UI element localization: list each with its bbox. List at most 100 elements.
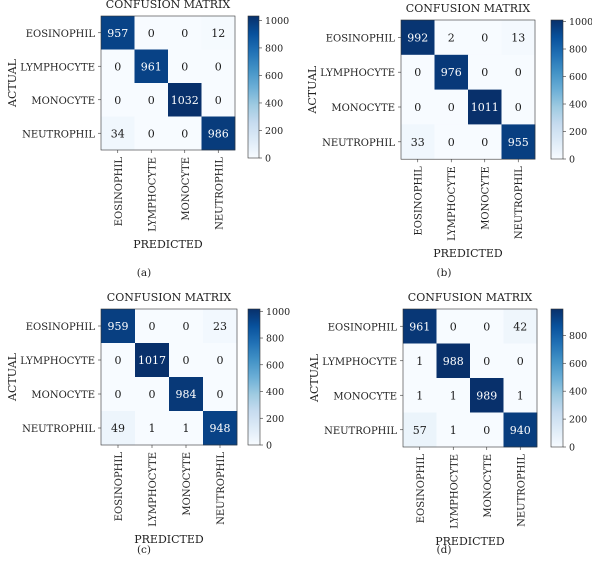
colorbar-tick-label: 0 [569, 443, 575, 454]
cell-value-label: 1 [416, 389, 423, 402]
x-tick-label: EOSINOPHIL [414, 166, 425, 236]
y-axis-label: ACTUAL [308, 353, 321, 403]
cell-value-label: 959 [108, 320, 129, 333]
heatmap-cell [468, 89, 502, 125]
heatmap-cell [168, 49, 202, 84]
y-tick-label: MONOCYTE [331, 103, 395, 114]
heatmap-cell [101, 343, 136, 378]
cell-value-label: 0 [483, 355, 490, 368]
heatmap-cell [401, 20, 435, 56]
cell-value-label: 0 [517, 355, 524, 368]
colorbar-tick-label: 0 [266, 441, 272, 452]
cell-value-label: 0 [114, 60, 121, 73]
cell-value-label: 955 [508, 136, 529, 149]
heatmap-cell [168, 16, 202, 50]
heatmap-cell [203, 343, 238, 378]
cell-value-label: 0 [448, 101, 455, 114]
y-axis-label: ACTUAL [6, 58, 19, 108]
cell-value-label: 2 [448, 31, 455, 44]
heatmap-cell [201, 83, 236, 117]
cell-value-label: 992 [407, 31, 428, 44]
cell-value-label: 0 [450, 320, 457, 333]
heatmap-cell [501, 124, 536, 160]
cell-value-label: 49 [111, 422, 125, 435]
cell-value-label: 0 [114, 94, 121, 107]
x-tick-label: MONOCYTE [481, 166, 492, 230]
y-tick-label: EOSINOPHIL [328, 322, 398, 333]
confusion-matrix-panel: CONFUSION MATRIX 959 0 0 23 0 1017 0 0 0 0 984 0 49 1 1… [6, 291, 290, 556]
colorbar-tick-label: 800 [265, 43, 283, 54]
cell-value-label: 0 [217, 388, 224, 401]
x-axis-label: PREDICTED [133, 238, 203, 251]
cell-value-label: 0 [217, 354, 224, 367]
cell-value-label: 0 [215, 94, 222, 107]
heatmap-cell [401, 89, 435, 125]
colorbar-tick-label: 200 [265, 126, 283, 137]
heatmap-cell [169, 343, 204, 378]
cell-value-label: 57 [413, 424, 427, 437]
cell-value-label: 0 [148, 94, 155, 107]
cell-value-label: 23 [213, 320, 227, 333]
y-tick-label: NEUTROPHIL [22, 424, 95, 435]
heatmap-cell [470, 343, 504, 379]
cell-value-label: 0 [483, 320, 490, 333]
matrix-frame [400, 19, 536, 160]
y-axis-label: ACTUAL [6, 352, 19, 402]
x-tick-label: EOSINOPHIL [114, 157, 125, 227]
heatmap-cell [101, 309, 136, 344]
heatmap-cell [434, 20, 469, 56]
cell-value-label: 0 [414, 101, 421, 114]
heatmap-cell [101, 83, 135, 117]
heatmap-cell [403, 309, 437, 344]
cell-value-label: 0 [181, 60, 188, 73]
colorbar-tick-label: 600 [265, 71, 283, 82]
heatmap-cell [470, 412, 504, 448]
x-tick-label: EOSINOPHIL [416, 454, 427, 524]
heatmap-cell [169, 309, 204, 344]
y-axis-label: ACTUAL [306, 65, 319, 115]
cell-value-label: 988 [443, 355, 464, 368]
x-tick-label: MONOCYTE [182, 452, 193, 516]
heatmap-cell [135, 411, 170, 446]
heatmap-cell [501, 89, 536, 125]
heatmap-cell [203, 411, 238, 446]
cell-value-label: 1 [416, 355, 423, 368]
heatmap-cell [101, 377, 136, 412]
colorbar-tick-label: 800 [569, 45, 587, 56]
colorbar [247, 15, 260, 159]
y-tick-label: LYMPHOCYTE [322, 357, 397, 368]
x-axis-label: PREDICTED [134, 533, 204, 546]
x-tick-label: NEUTROPHIL [214, 157, 225, 230]
heatmap-cell [401, 54, 435, 90]
colorbar-tick-label: 600 [569, 72, 587, 83]
chart-title: CONFUSION MATRIX [107, 291, 232, 304]
cell-value-label: 0 [448, 136, 455, 149]
cell-value-label: 1 [450, 389, 457, 402]
heatmap-cell [468, 54, 502, 90]
colorbar-tick-label: 600 [569, 359, 587, 370]
y-tick-label: LYMPHOCYTE [20, 356, 95, 367]
cell-value-label: 1 [183, 422, 190, 435]
cell-value-label: 0 [149, 320, 156, 333]
heatmap-cell [134, 49, 169, 84]
heatmap-cell [168, 83, 202, 117]
cell-value-label: 0 [183, 354, 190, 367]
colorbar-tick-label: 200 [266, 414, 284, 425]
colorbar [550, 308, 564, 448]
y-tick-label: MONOCYTE [31, 96, 95, 107]
cell-value-label: 957 [107, 27, 128, 40]
cell-value-label: 961 [409, 320, 430, 333]
cell-value-label: 0 [181, 127, 188, 140]
cell-value-label: 984 [176, 388, 197, 401]
heatmap-cell [403, 412, 437, 448]
heatmap-cell [436, 378, 471, 413]
panel-caption: (d) [437, 544, 452, 556]
cell-value-label: 0 [149, 388, 156, 401]
heatmap-cell [470, 378, 504, 413]
y-tick-label: EOSINOPHIL [326, 33, 396, 44]
x-tick-label: NEUTROPHIL [514, 166, 525, 239]
colorbar-tick-label: 400 [265, 98, 283, 109]
heatmap-cell [101, 116, 135, 151]
heatmap-cell [201, 116, 236, 151]
